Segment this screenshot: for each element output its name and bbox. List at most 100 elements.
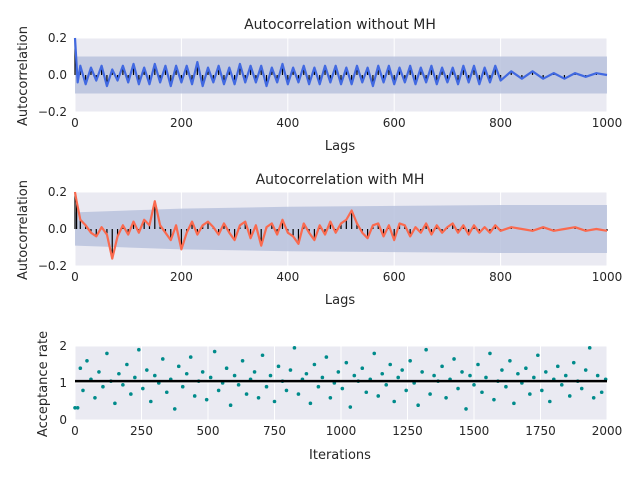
acceptance-point <box>164 390 169 395</box>
x-tick-label: 800 <box>489 270 512 284</box>
acceptance-point <box>468 373 472 378</box>
acceptance-point <box>476 362 480 367</box>
acceptance-point <box>420 370 424 374</box>
panel2-y-axis-label: Autocorrelation <box>16 180 31 280</box>
acceptance-point <box>153 373 157 378</box>
acceptance-point <box>432 373 436 378</box>
acceptance-point <box>252 370 257 374</box>
acceptance-point <box>320 375 325 380</box>
acceptance-point <box>268 373 273 378</box>
acceptance-point <box>232 373 237 378</box>
acceptance-point <box>276 364 281 369</box>
acceptance-point <box>544 370 548 374</box>
panel1-title: Autocorrelation without MH <box>244 17 436 33</box>
acceptance-point <box>137 347 141 352</box>
x-tick-label: 250 <box>130 424 153 438</box>
acceptance-point <box>188 355 193 359</box>
acceptance-point <box>583 368 588 372</box>
acceptance-point <box>73 405 77 410</box>
acceptance-point <box>324 355 329 359</box>
x-tick-label: 500 <box>197 424 220 438</box>
autocorrelation-without-mh-panel: Autocorrelation without MH Lags Autocorr… <box>16 17 622 154</box>
acceptance-point <box>312 362 317 367</box>
acceptance-point <box>528 392 532 396</box>
acceptance-point <box>512 401 516 406</box>
x-tick-label: 1500 <box>459 424 490 438</box>
acceptance-point <box>216 388 221 393</box>
acceptance-point <box>292 346 297 350</box>
x-tick-label: 200 <box>170 270 193 284</box>
acceptance-point <box>563 373 568 378</box>
x-tick-label: 600 <box>383 116 406 130</box>
x-tick-label: 1000 <box>326 424 357 438</box>
acceptance-point <box>284 388 289 393</box>
acceptance-point <box>504 384 508 389</box>
x-tick-label: 200 <box>170 116 193 130</box>
y-tick-label: 0.2 <box>48 185 67 199</box>
acceptance-point <box>288 368 293 372</box>
acceptance-point <box>444 396 448 400</box>
acceptance-point <box>272 399 277 404</box>
acceptance-point <box>408 359 412 363</box>
acceptance-point <box>133 375 137 380</box>
acceptance-point <box>587 346 592 350</box>
acceptance-point <box>404 388 408 393</box>
acceptance-point <box>599 390 604 395</box>
acceptance-point <box>452 357 456 361</box>
acceptance-point <box>524 366 528 371</box>
acceptance-point <box>460 370 464 374</box>
x-tick-label: 1000 <box>592 270 623 284</box>
acceptance-point <box>400 368 404 372</box>
acceptance-point <box>78 366 83 371</box>
acceptance-point <box>208 375 213 380</box>
x-tick-label: 400 <box>276 270 299 284</box>
y-tick-label: 2 <box>59 339 67 353</box>
panel3-y-axis-label: Acceptance rate <box>36 331 51 437</box>
x-tick-label: 1250 <box>392 424 423 438</box>
x-tick-label: 400 <box>276 116 299 130</box>
x-tick-label: 0 <box>71 270 79 284</box>
acceptance-point <box>296 392 301 396</box>
x-tick-label: 750 <box>263 424 286 438</box>
acceptance-point <box>500 368 504 372</box>
acceptance-point <box>200 370 205 374</box>
acceptance-point <box>264 384 269 389</box>
acceptance-point <box>424 347 428 352</box>
acceptance-point <box>129 392 133 396</box>
acceptance-point <box>376 394 381 398</box>
acceptance-point <box>571 360 576 365</box>
acceptance-point <box>548 399 552 404</box>
acceptance-rate-panel: Iterations Acceptance rate 0 250 500 750 100… <box>36 331 622 463</box>
acceptance-point <box>121 383 125 387</box>
acceptance-point <box>184 371 189 376</box>
acceptance-point <box>579 386 584 391</box>
acceptance-point <box>344 360 349 365</box>
acceptance-point <box>532 375 536 380</box>
acceptance-point <box>336 370 341 374</box>
acceptance-point <box>384 383 389 387</box>
acceptance-point <box>555 364 560 369</box>
y-tick-label: 0 <box>59 413 67 427</box>
acceptance-point <box>125 362 129 367</box>
x-tick-label: 1000 <box>592 116 623 130</box>
y-tick-label: 1 <box>59 376 67 390</box>
acceptance-point <box>484 375 488 380</box>
acceptance-point <box>192 394 197 398</box>
panel3-x-axis-label: Iterations <box>309 448 371 463</box>
acceptance-point <box>149 399 153 404</box>
acceptance-point <box>244 392 249 396</box>
acceptance-point <box>380 371 385 376</box>
acceptance-point <box>101 384 105 389</box>
acceptance-point <box>372 351 377 356</box>
acceptance-point <box>591 396 596 400</box>
acceptance-point <box>172 407 177 411</box>
acceptance-point <box>488 351 492 356</box>
acceptance-point <box>480 390 484 395</box>
acceptance-point <box>308 401 313 406</box>
acceptance-point <box>516 371 520 376</box>
acceptance-point <box>540 388 544 393</box>
acceptance-point <box>224 366 229 371</box>
acceptance-point <box>456 386 460 391</box>
x-tick-label: 600 <box>383 270 406 284</box>
